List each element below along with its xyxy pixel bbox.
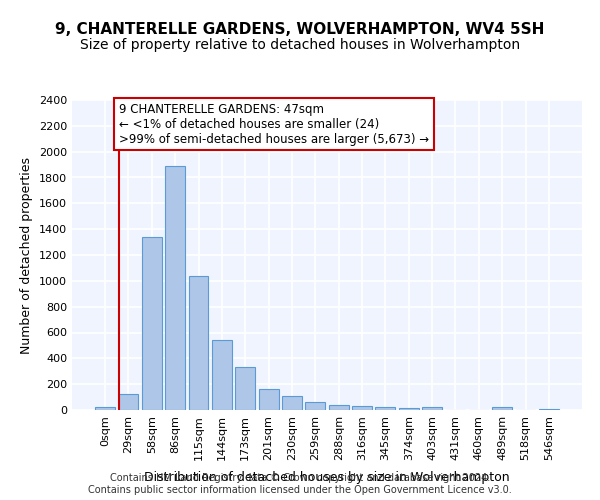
Text: Size of property relative to detached houses in Wolverhampton: Size of property relative to detached ho…: [80, 38, 520, 52]
Y-axis label: Number of detached properties: Number of detached properties: [20, 156, 34, 354]
Bar: [95, 408, 115, 410]
Bar: [282, 396, 302, 410]
Text: 9 CHANTERELLE GARDENS: 47sqm
← <1% of detached houses are smaller (24)
>99% of s: 9 CHANTERELLE GARDENS: 47sqm ← <1% of de…: [119, 102, 429, 146]
Bar: [376, 407, 395, 410]
X-axis label: Distribution of detached houses by size in Wolverhampton: Distribution of detached houses by size …: [144, 471, 510, 484]
Text: 9, CHANTERELLE GARDENS, WOLVERHAMPTON, WV4 5SH: 9, CHANTERELLE GARDENS, WOLVERHAMPTON, W…: [55, 22, 545, 38]
Bar: [539, 408, 559, 410]
Bar: [305, 402, 325, 410]
Bar: [492, 408, 512, 410]
Bar: [212, 340, 232, 410]
Bar: [329, 405, 349, 410]
Text: Contains HM Land Registry data © Crown copyright and database right 2024.
Contai: Contains HM Land Registry data © Crown c…: [88, 474, 512, 495]
Bar: [422, 408, 442, 410]
Bar: [119, 394, 139, 410]
Bar: [188, 276, 208, 410]
Bar: [165, 166, 185, 410]
Bar: [235, 366, 255, 410]
Bar: [142, 237, 162, 410]
Bar: [352, 406, 372, 410]
Bar: [399, 408, 419, 410]
Bar: [259, 388, 278, 410]
